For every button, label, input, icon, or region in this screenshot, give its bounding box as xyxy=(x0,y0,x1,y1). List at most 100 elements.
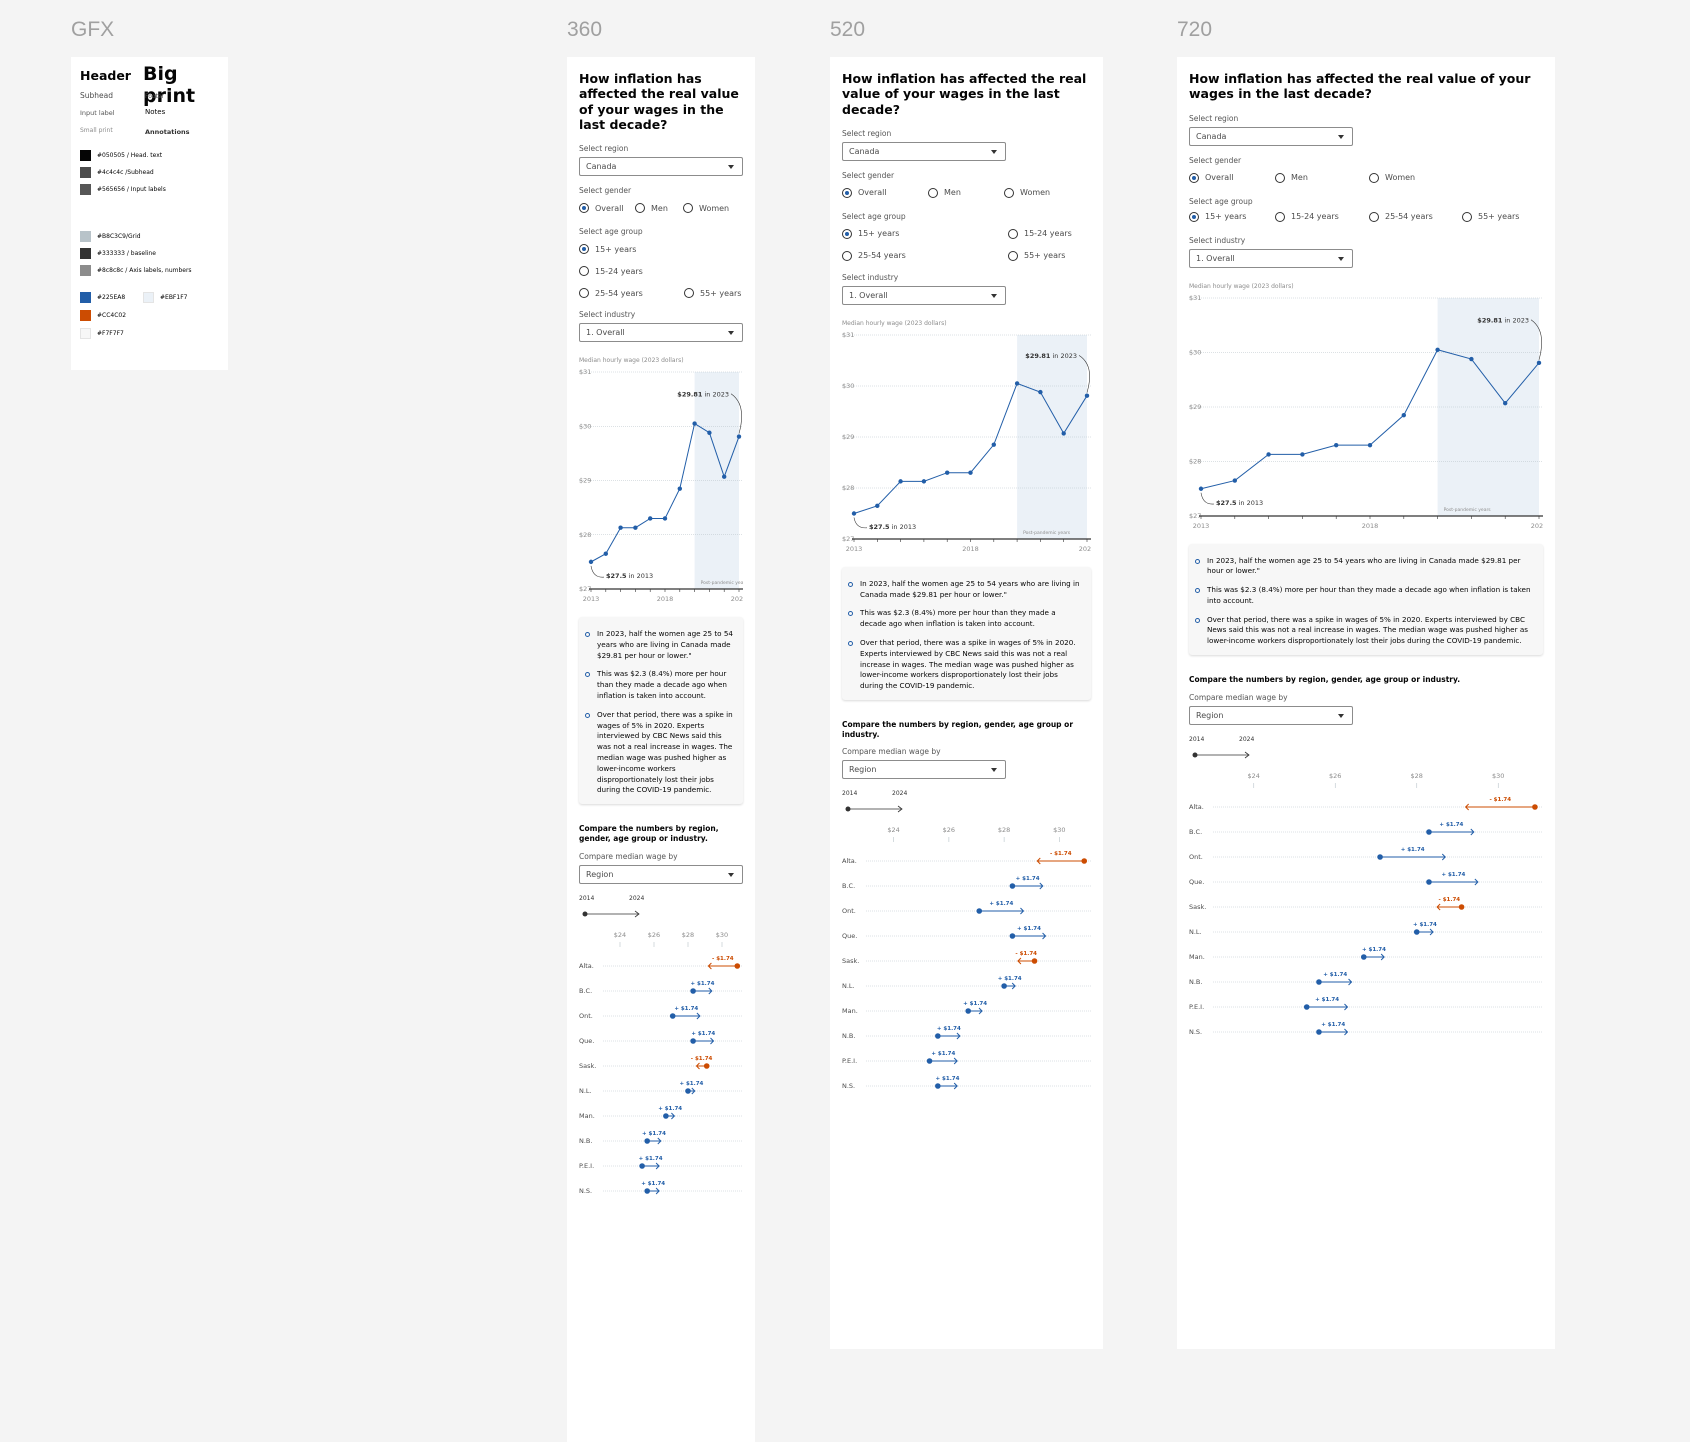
bullet-icon xyxy=(848,611,853,617)
start-dot xyxy=(1009,883,1016,890)
data-point xyxy=(851,511,857,516)
row-label: N.S. xyxy=(579,1187,592,1195)
change-label: + $1.74 xyxy=(1362,947,1386,953)
radio-gender-women[interactable]: Women xyxy=(683,199,729,217)
start-dot xyxy=(1316,1029,1322,1035)
radio-age-15plus[interactable]: 15+ years xyxy=(579,238,684,260)
radio-age-25-54[interactable]: 25-54 years xyxy=(842,245,1008,267)
industry-select[interactable]: 1. Overall xyxy=(579,323,743,342)
arrow-icon xyxy=(1474,878,1479,886)
row-label: N.L. xyxy=(1189,928,1202,936)
compare-select[interactable]: Region xyxy=(842,760,1006,780)
data-point xyxy=(677,486,682,491)
data-point xyxy=(1536,360,1542,365)
y-tick-label: $27 xyxy=(1189,512,1201,520)
radio-age-55plus[interactable]: 55+ years xyxy=(1462,208,1519,226)
swatch-label: #B8C3C9/Grid xyxy=(97,233,141,240)
radio-age-55plus[interactable]: 55+ years xyxy=(1008,245,1065,267)
data-point xyxy=(603,551,608,556)
region-select[interactable]: Canada xyxy=(579,157,743,176)
y-tick-label: $31 xyxy=(579,368,591,376)
radio-gender-men[interactable]: Men xyxy=(1275,169,1369,187)
radio-age-15-24[interactable]: 15-24 years xyxy=(579,260,643,282)
change-label: + $1.74 xyxy=(989,901,1013,907)
change-label: + $1.74 xyxy=(674,1006,698,1012)
data-point xyxy=(968,470,973,475)
start-dot xyxy=(1532,804,1538,810)
start-dot xyxy=(1001,983,1007,990)
radio-age-25-54[interactable]: 25-54 years xyxy=(579,282,684,304)
swatch-axis-labels xyxy=(80,265,91,276)
radio-icon xyxy=(1008,228,1018,239)
radio-gender-men[interactable]: Men xyxy=(928,184,1004,202)
region-select[interactable]: Canada xyxy=(842,141,1006,161)
bullet-icon xyxy=(585,632,590,637)
x-tick-label: $24 xyxy=(614,931,626,939)
annotation-arrow xyxy=(853,517,868,528)
notes-box: In 2023, half the women age 25 to 54 yea… xyxy=(1189,543,1543,656)
radio-age-15-24[interactable]: 15-24 years xyxy=(1275,208,1369,226)
arrow-icon xyxy=(655,1187,660,1195)
sg-footer: Footer xyxy=(145,93,165,100)
start-dot xyxy=(644,1187,650,1194)
data-point xyxy=(921,478,927,484)
compare-label: Compare median wage by xyxy=(842,747,941,757)
radio-selected-icon xyxy=(1189,211,1199,222)
bullet-icon xyxy=(848,640,853,646)
row-label: P.E.I. xyxy=(1189,1003,1204,1011)
x-tick-label: $28 xyxy=(998,826,1010,834)
radio-gender-women[interactable]: Women xyxy=(1004,184,1050,202)
line-chart: Median hourly wage (2023 dollars) Post-pa… xyxy=(1189,280,1547,540)
compare-select[interactable]: Region xyxy=(579,864,743,884)
radio-gender-women[interactable]: Women xyxy=(1369,169,1415,187)
y-tick-label: $30 xyxy=(579,422,591,430)
radio-age-15plus[interactable]: 15+ years xyxy=(842,223,1008,245)
start-dot xyxy=(1458,904,1465,910)
start-dot xyxy=(644,1137,650,1144)
industry-select[interactable]: 1. Overall xyxy=(842,285,1006,305)
radio-selected-icon xyxy=(1189,172,1199,183)
data-point xyxy=(1038,389,1043,395)
arrow-icon xyxy=(1441,853,1446,861)
arrow-icon xyxy=(708,987,713,995)
radio-age-25-54[interactable]: 25-54 years xyxy=(1369,208,1462,226)
sg-big-print: Big print xyxy=(143,63,196,107)
radio-gender-overall[interactable]: Overall xyxy=(1189,169,1275,187)
radio-age-55plus[interactable]: 55+ years xyxy=(684,282,741,304)
radio-age-15-24[interactable]: 15-24 years xyxy=(1008,223,1072,245)
row-label: N.L. xyxy=(579,1087,592,1095)
arrow-icon xyxy=(1436,903,1441,911)
row-label: Alta. xyxy=(842,857,857,865)
start-dot xyxy=(639,1162,645,1169)
x-tick-label: $24 xyxy=(887,826,899,834)
dot-chart-svg: 2014 2024 $24 $26 $28 $30 Alta. - $1.74 B.C. + $1… xyxy=(842,790,1091,1090)
annotation-arrow xyxy=(1200,492,1215,504)
radio-gender-men[interactable]: Men xyxy=(635,199,683,217)
post-pandemic-label: Post-pandemic years xyxy=(1444,507,1492,513)
radio-gender-overall[interactable]: Overall xyxy=(842,184,928,202)
x-tick-label: 2013 xyxy=(583,595,600,603)
arrow-icon xyxy=(1036,858,1041,865)
radio-icon xyxy=(579,266,589,276)
radio-gender-overall[interactable]: Overall xyxy=(579,199,635,217)
x-tick-label: 2018 xyxy=(1362,522,1379,530)
swatch-label: #4c4c4c /Subhead xyxy=(97,169,154,176)
industry-select[interactable]: 1. Overall xyxy=(1189,248,1353,268)
start-dot xyxy=(1081,858,1088,865)
style-guide: Header Big print Subhead Footer Input la… xyxy=(71,57,228,370)
compare-title: Compare the numbers by region, gender, a… xyxy=(842,719,1074,739)
compare-select[interactable]: Region xyxy=(1189,705,1353,725)
arrow-icon xyxy=(1039,883,1044,890)
start-dot xyxy=(965,1008,972,1015)
radio-icon xyxy=(1369,172,1379,183)
region-select[interactable]: Canada xyxy=(1189,126,1353,146)
chart-ylabel: Median hourly wage (2023 dollars) xyxy=(842,320,947,327)
artboard-520: How inflation has affected the real valu… xyxy=(830,57,1103,1349)
change-label: + $1.74 xyxy=(641,1181,665,1187)
region-label: Select region xyxy=(1189,113,1239,123)
radio-age-15plus[interactable]: 15+ years xyxy=(1189,208,1275,226)
swatch-label: #333333 / baseline xyxy=(97,250,156,257)
start-dot xyxy=(1031,958,1038,965)
row-label: N.S. xyxy=(1189,1028,1202,1036)
swatch-input-labels xyxy=(80,184,91,195)
